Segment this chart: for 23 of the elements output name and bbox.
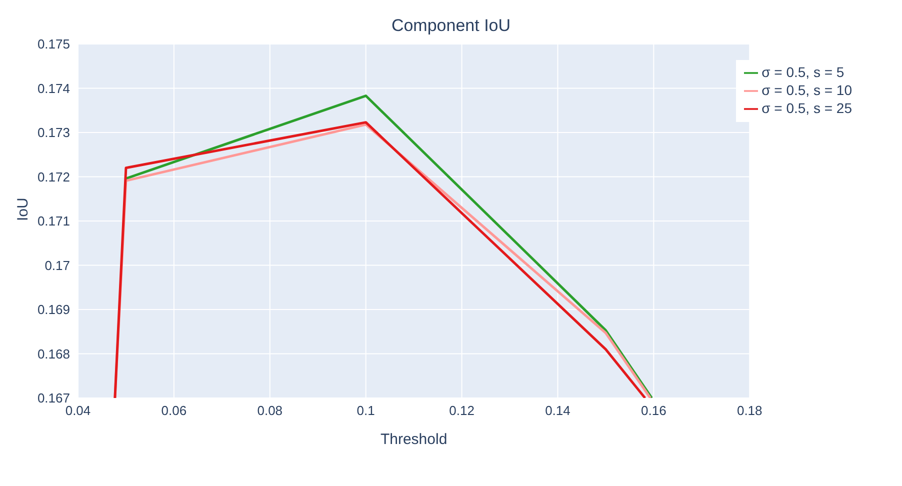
x-tick-label: 0.18 xyxy=(736,403,762,418)
x-tick-label: 0.12 xyxy=(449,403,474,418)
y-axis-title: IoU xyxy=(14,198,32,221)
x-tick-label: 0.04 xyxy=(65,403,91,418)
legend-label: σ = 0.5, s = 10 xyxy=(762,82,852,98)
x-tick-label: 0.14 xyxy=(545,403,570,418)
y-tick-label: 0.169 xyxy=(37,302,70,318)
y-tick-label: 0.17 xyxy=(44,258,70,273)
x-tick-label: 0.1 xyxy=(356,403,375,418)
y-tick-label: 0.174 xyxy=(37,80,70,96)
y-tick-label: 0.175 xyxy=(37,36,70,52)
x-tick-label: 0.06 xyxy=(161,403,187,418)
y-tick-label: 0.167 xyxy=(37,390,70,406)
y-tick-label: 0.173 xyxy=(37,125,70,140)
legend-label: σ = 0.5, s = 25 xyxy=(762,100,852,116)
x-axis-title: Threshold xyxy=(380,431,448,448)
y-tick-label: 0.171 xyxy=(37,214,70,229)
legend-label: σ = 0.5, s = 5 xyxy=(762,64,844,80)
y-tick-label: 0.172 xyxy=(37,169,70,184)
x-tick-label: 0.16 xyxy=(641,403,666,418)
chart-title: Component IoU xyxy=(390,16,512,36)
x-tick-label: 0.08 xyxy=(257,403,283,418)
y-tick-label: 0.168 xyxy=(37,346,70,362)
